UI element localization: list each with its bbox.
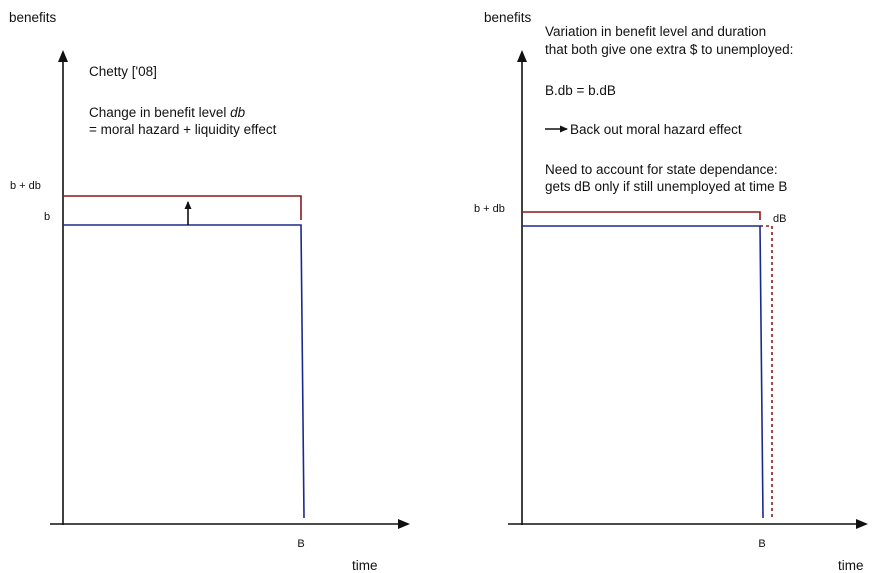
- right-extended-duration-line: [760, 225, 773, 520]
- right-x-axis-label: time: [838, 558, 864, 573]
- left-panel-title: Chetty ['08]: [89, 64, 157, 79]
- right-panel: benefits b + db dB B time Variation in b…: [474, 10, 868, 573]
- right-arrow-text: Back out moral hazard effect: [570, 122, 742, 137]
- left-B-label: B: [297, 538, 304, 550]
- left-raised-benefit-line: [63, 195, 302, 220]
- left-y-axis-label: benefits: [9, 10, 57, 25]
- right-base-benefit-line: [522, 225, 764, 519]
- right-text-line1: Variation in benefit level and duration: [545, 24, 766, 39]
- right-text-line2: that both give one extra $ to unemployed…: [545, 42, 793, 57]
- right-raised-benefit-line: [522, 211, 761, 220]
- left-note-line1: Change in benefit level db: [89, 105, 246, 120]
- left-note-line1-prefix: Change in benefit level: [89, 105, 230, 120]
- left-x-axis-label: time: [352, 558, 378, 573]
- left-note-line2: = moral hazard + liquidity effect: [89, 122, 277, 137]
- left-b-label: b: [44, 211, 50, 223]
- right-dB-label: dB: [773, 213, 786, 225]
- right-y-axis-label: benefits: [484, 10, 532, 25]
- right-state-line1: Need to account for state dependance:: [545, 162, 778, 177]
- right-B-label: B: [758, 538, 765, 550]
- right-b-plus-db-label: b + db: [474, 203, 505, 215]
- right-equation: B.db = b.dB: [545, 83, 616, 98]
- left-b-plus-db-label: b + db: [10, 180, 41, 192]
- left-panel: benefits b + db b B time Chetty ['08] Ch…: [9, 10, 410, 573]
- right-state-line2: gets dB only if still unemployed at time…: [545, 179, 787, 194]
- left-base-benefit-line: [63, 224, 305, 519]
- left-note-line1-italic: db: [230, 105, 246, 120]
